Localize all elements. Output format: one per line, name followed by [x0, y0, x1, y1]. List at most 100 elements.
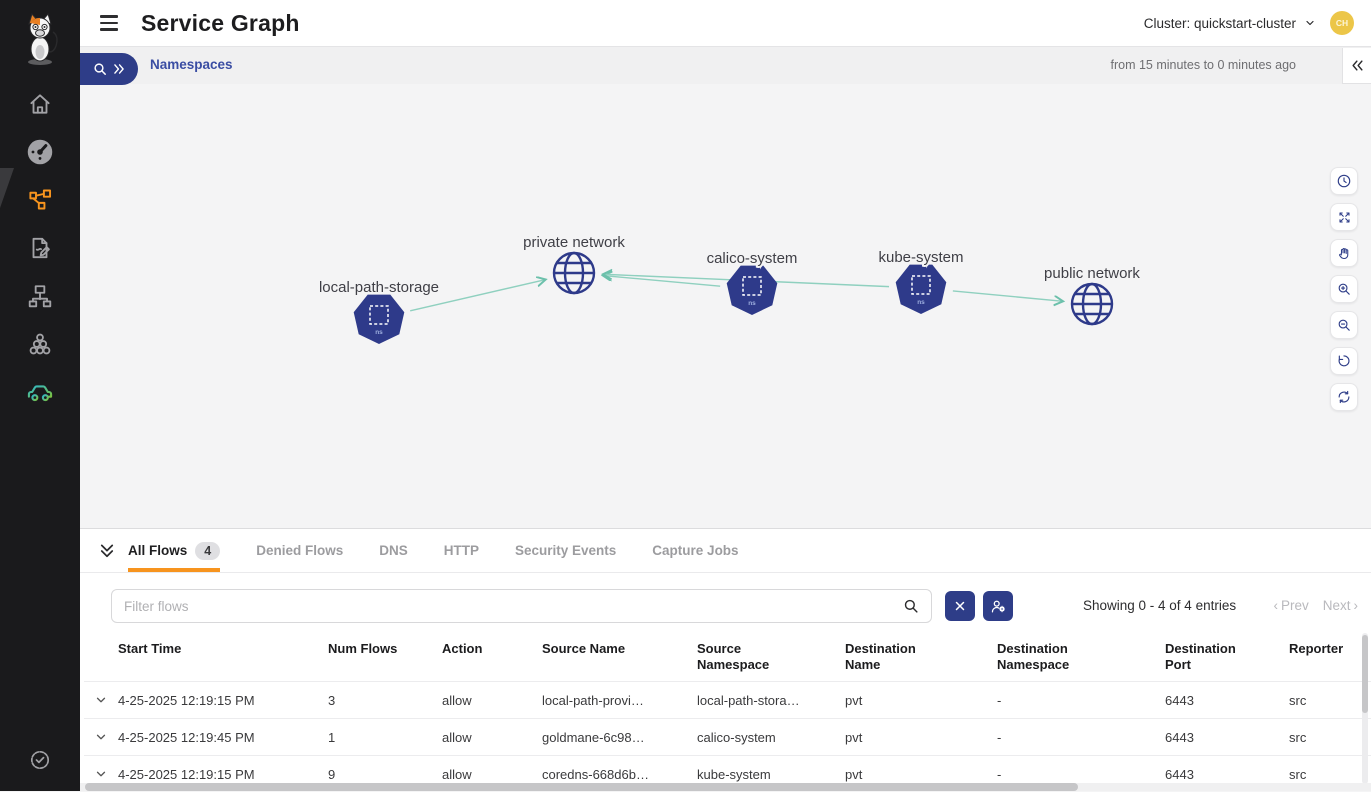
table-cell: 6443 — [1165, 692, 1194, 708]
double-chevron-down-icon[interactable] — [96, 540, 118, 562]
sidebar-item-dashboard[interactable] — [23, 136, 57, 167]
tab-count-badge: 4 — [195, 541, 221, 560]
table-cell: allow — [442, 766, 472, 782]
undo-icon[interactable] — [1330, 347, 1358, 375]
cluster-selector[interactable]: Cluster: quickstart-cluster — [1144, 16, 1316, 31]
table-cell: coredns-668d6b… — [542, 766, 649, 782]
column-header-source-name[interactable]: Source Name — [542, 641, 626, 656]
user-gear-icon — [991, 600, 1005, 612]
column-header-destination-name[interactable]: Destination Name — [845, 641, 916, 673]
table-cell: allow — [442, 729, 472, 745]
tab-http[interactable]: HTTP — [444, 529, 479, 572]
flows-table: Start Time Num Flows Action Source Name Sour… — [84, 633, 1371, 792]
tab-label: All Flows — [128, 543, 188, 558]
flow-columns-settings-button[interactable] — [983, 591, 1013, 621]
row-expand-chevron-icon[interactable] — [84, 730, 118, 744]
pan-icon[interactable] — [1330, 239, 1358, 267]
table-cell: - — [997, 766, 1002, 782]
horizontal-scrollbar-thumb[interactable] — [85, 783, 1078, 791]
tab-all-flows[interactable]: All Flows 4 — [128, 529, 221, 572]
graph-node-kube-system[interactable]: ns — [895, 264, 947, 314]
tab-label: Security Events — [515, 543, 617, 558]
column-header-destination-port[interactable]: Destination Port — [1165, 641, 1236, 673]
next-label: Next — [1322, 598, 1351, 613]
graph-node-private-network[interactable] — [552, 251, 596, 295]
sidebar-item-network-tree[interactable] — [23, 280, 57, 311]
timeline-collapse-button[interactable] — [1342, 48, 1371, 84]
tab-denied-flows[interactable]: Denied Flows — [256, 529, 343, 572]
table-cell: 1 — [328, 729, 336, 745]
avatar[interactable]: CH — [1330, 11, 1354, 35]
filter-flows-input[interactable] — [111, 589, 932, 623]
next-button[interactable]: Next › — [1322, 598, 1358, 613]
column-header-start-time[interactable]: Start Time — [118, 641, 182, 656]
time-range-label: from 15 minutes to 0 minutes ago — [1110, 58, 1296, 72]
sidebar-item-policies[interactable] — [23, 232, 57, 263]
table-cell: pvt — [845, 692, 863, 708]
certificate-check-icon[interactable] — [23, 744, 57, 775]
tab-dns[interactable]: DNS — [379, 529, 408, 572]
column-header-action[interactable]: Action — [442, 641, 483, 656]
subbar: Namespaces from 15 minutes to 0 minutes … — [80, 47, 1371, 85]
vertical-scrollbar-thumb[interactable] — [1362, 635, 1368, 713]
graph-node-public-network[interactable] — [1070, 282, 1114, 326]
graph-node-label: kube-system — [878, 249, 963, 266]
table-header: Start Time Num Flows Action Source Name Sour… — [84, 633, 1371, 681]
double-chevron-right-icon — [114, 64, 124, 74]
table-cell: 3 — [328, 692, 336, 708]
table-cell: src — [1289, 729, 1307, 745]
column-header-num-flows[interactable]: Num Flows — [328, 641, 398, 656]
graph-edge-kube-system-to-public-network — [952, 290, 1063, 301]
time-icon[interactable] — [1330, 167, 1358, 195]
avatar-initials: CH — [1335, 18, 1349, 28]
column-header-source-namespace[interactable]: Source Namespace — [697, 641, 770, 673]
pagination-summary: Showing 0 - 4 of 4 entries — [1083, 598, 1237, 613]
table-cell: src — [1289, 692, 1307, 708]
graph-edge-local-path-storage-to-private-network — [410, 280, 546, 312]
table-row[interactable]: 4-25-2025 12:19:15 PM 9 allow coredns-668d6… — [84, 755, 1371, 792]
table-row[interactable]: 4-25-2025 12:19:15 PM 3 allow local-path-pr… — [84, 681, 1371, 718]
svg-text:ns: ns — [748, 300, 756, 307]
flows-panel: All Flows 4 Denied Flows DNS HTTP Security Ev… — [80, 528, 1371, 791]
sidebar-item-home[interactable] — [23, 88, 57, 119]
clear-filter-button[interactable] — [945, 591, 975, 621]
graph-node-label: local-path-storage — [319, 279, 439, 296]
breadcrumb[interactable]: Namespaces — [150, 57, 233, 72]
sidebar-item-car[interactable] — [23, 376, 57, 407]
refresh-icon[interactable] — [1330, 383, 1358, 411]
graph-node-label: private network — [523, 234, 625, 251]
calico-cat-logo — [18, 12, 62, 66]
fit-screen-icon[interactable] — [1330, 203, 1358, 231]
row-expand-chevron-icon[interactable] — [84, 693, 118, 707]
graph-node-calico-system[interactable]: ns — [726, 265, 778, 315]
hamburger-menu-button[interactable] — [97, 11, 121, 35]
table-cell: allow — [442, 692, 472, 708]
tab-capture-jobs[interactable]: Capture Jobs — [652, 529, 738, 572]
graph-search-button[interactable] — [80, 53, 138, 85]
table-cell: 6443 — [1165, 729, 1194, 745]
table-cell: calico-system — [697, 729, 776, 745]
search-icon — [94, 63, 106, 75]
tab-security-events[interactable]: Security Events — [515, 529, 616, 572]
table-cell: 4-25-2025 12:19:15 PM — [118, 766, 255, 782]
graph-node-label: public network — [1044, 265, 1140, 282]
table-cell: 9 — [328, 766, 336, 782]
table-cell: - — [997, 729, 1002, 745]
table-cell: local-path-provi… — [542, 692, 644, 708]
column-header-reporter[interactable]: Reporter — [1289, 641, 1344, 656]
prev-button[interactable]: ‹ Prev — [1273, 598, 1309, 613]
zoom-in-icon[interactable] — [1330, 275, 1358, 303]
zoom-out-icon[interactable] — [1330, 311, 1358, 339]
sidebar-item-workloads[interactable] — [23, 328, 57, 359]
graph-toolbar — [1330, 167, 1358, 411]
graph-node-local-path-storage[interactable]: ns — [353, 294, 405, 344]
sidebar-item-service-graph[interactable] — [23, 184, 57, 215]
table-cell: 6443 — [1165, 766, 1194, 782]
column-header-destination-namespace[interactable]: Destination Namespace — [997, 641, 1070, 673]
table-row[interactable]: 4-25-2025 12:19:45 PM 1 allow goldmane-6c98… — [84, 718, 1371, 755]
tab-label: Denied Flows — [256, 543, 344, 558]
service-graph-canvas[interactable]: ns ns ns local-path-storage private network… — [80, 84, 1371, 528]
table-cell: kube-system — [697, 766, 771, 782]
row-expand-chevron-icon[interactable] — [84, 767, 118, 781]
table-cell: src — [1289, 766, 1307, 782]
